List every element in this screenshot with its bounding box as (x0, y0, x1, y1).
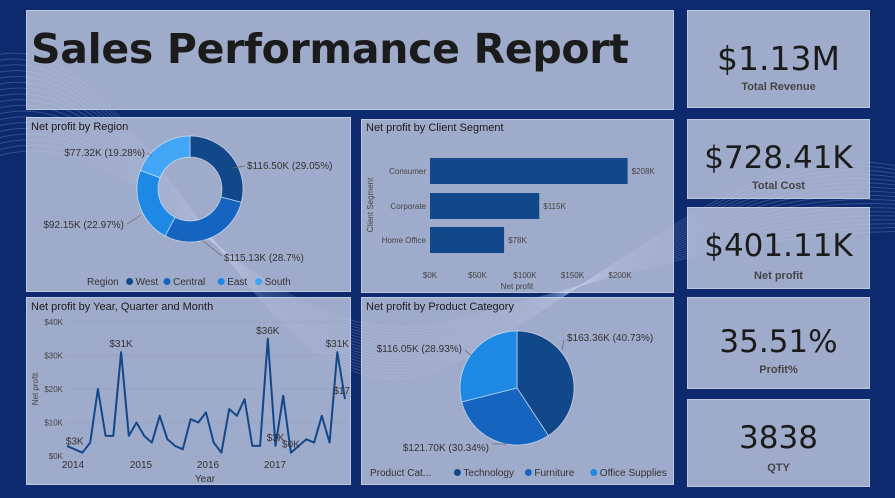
timeline-line-chart: $0K $10K $20K $30K $40K 2014 2015 2016 2017 Year N… (31, 318, 351, 485)
kpi-card-total-cost[interactable]: $728.41K Total Cost (687, 119, 870, 199)
category-label: Home Office (382, 236, 427, 245)
legend-marker (126, 278, 134, 285)
kpi-card-qty[interactable]: 3838 QTY (687, 399, 870, 487)
category-label: Consumer (389, 167, 426, 176)
segment-bar (430, 193, 540, 219)
x-tick-label: 2015 (130, 460, 153, 471)
region-donut-chart: $116.50K (29.05%) $115.13K (28.7%) $92.15K… (43, 135, 332, 288)
legend-item-west: West (136, 277, 159, 288)
line-data-label: $31K (326, 339, 350, 350)
kpi-value: 3838 (739, 420, 818, 456)
x-tick-label: $200K (608, 271, 632, 280)
slice-leader-line (232, 165, 246, 169)
kpi-label: Total Revenue (741, 81, 816, 93)
legend-marker (255, 278, 263, 285)
timeline-chart-panel[interactable]: Net profit by Year, Quarter and Month $0… (26, 297, 351, 485)
bar-data-label: $78K (508, 236, 527, 245)
chart-title: Net profit by Product Category (366, 301, 514, 313)
legend-title: Region (87, 277, 119, 288)
line-data-label: $17K (333, 386, 351, 397)
segment-bar-chart: Consumer $208K Corporate $115K Home Office $7… (366, 158, 656, 291)
y-tick-label: $10K (44, 419, 63, 428)
kpi-label: Profit% (759, 364, 798, 376)
y-tick-label: $0K (49, 452, 64, 461)
slice-leader-line (561, 339, 565, 351)
slice-data-label: $163.36K (40.73%) (567, 333, 653, 344)
line-data-label: $36K (256, 326, 280, 337)
slice-leader-line (464, 349, 473, 357)
category-label: Corporate (390, 202, 426, 211)
kpi-label: Net profit (754, 270, 803, 282)
kpi-card-net-profit[interactable]: $401.11K Net profit (687, 207, 870, 289)
x-tick-label: $150K (561, 271, 585, 280)
region-chart-panel[interactable]: Net profit by Region $116.50K (29.05%) $1… (26, 117, 351, 292)
y-tick-label: $30K (44, 352, 63, 361)
kpi-card-profit-percent[interactable]: 35.51% Profit% (687, 297, 870, 389)
slice-leader-line (146, 152, 153, 157)
legend-item-south: South (265, 277, 291, 288)
net-profit-line (66, 337, 346, 454)
line-data-label: $3K (66, 436, 84, 447)
x-tick-label: 2014 (62, 460, 85, 471)
slice-data-label: $77.32K (19.28%) (64, 148, 145, 159)
x-tick-label: $0K (423, 271, 438, 280)
kpi-value: $728.41K (704, 140, 853, 176)
kpi-label: Total Cost (752, 180, 805, 192)
legend-item-central: Central (173, 277, 205, 288)
segment-chart-panel[interactable]: Net profit by Client Segment Consumer $20… (361, 119, 674, 293)
legend-item-technology: Technology (463, 468, 514, 479)
slice-leader-line (201, 239, 223, 257)
legend-title: Product Cat... (370, 468, 431, 479)
slice-data-label: $92.15K (22.97%) (43, 220, 124, 231)
legend-item-office-supplies: Office Supplies (600, 468, 667, 479)
legend-marker (524, 469, 532, 476)
line-data-label: $0K (282, 440, 300, 451)
x-tick-label: $100K (513, 271, 537, 280)
segment-bar (430, 227, 505, 253)
line-data-label: $3K (267, 433, 285, 444)
kpi-value: $1.13M (717, 39, 840, 78)
line-data-label: $31K (109, 339, 133, 350)
slice-leader-line (126, 214, 142, 225)
legend-marker (163, 278, 171, 285)
legend-marker (217, 278, 225, 285)
pie-slice-office-supplies (459, 330, 518, 403)
y-tick-label: $20K (44, 385, 63, 394)
pie-slice-south (139, 135, 191, 179)
slice-data-label: $121.70K (30.34%) (403, 443, 489, 454)
pie-slice-west (189, 135, 244, 203)
x-axis-label: Year (195, 474, 216, 485)
legend-marker (590, 469, 598, 476)
page-title: Sales Performance Report (31, 25, 629, 73)
y-tick-label: $40K (44, 318, 63, 327)
chart-title: Net profit by Client Segment (366, 122, 504, 134)
kpi-label: QTY (767, 462, 790, 474)
pie-slice-east (136, 169, 176, 237)
x-tick-label: 2016 (197, 460, 220, 471)
category-pie-chart: $163.36K (40.73%) $121.70K (30.34%) $116.0… (370, 330, 667, 479)
kpi-value: $401.11K (704, 228, 853, 264)
segment-bar (430, 158, 628, 184)
legend-item-east: East (227, 277, 247, 288)
bar-data-label: $115K (543, 202, 566, 211)
kpi-card-total-revenue[interactable]: $1.13M Total Revenue (687, 10, 870, 108)
x-tick-label: $50K (468, 271, 487, 280)
slice-data-label: $115.13K (28.7%) (224, 253, 304, 264)
slice-data-label: $116.50K (29.05%) (247, 161, 332, 172)
x-axis-label: Net profit (501, 282, 534, 291)
category-chart-panel[interactable]: Net profit by Product Category $163.36K … (361, 297, 674, 485)
y-axis-label: Client Segment (366, 177, 375, 232)
x-tick-label: 2017 (264, 460, 287, 471)
chart-title: Net profit by Region (31, 121, 129, 133)
slice-data-label: $116.05K (28.93%) (377, 344, 462, 355)
legend-marker (453, 469, 461, 476)
pie-slice-furniture (461, 387, 549, 446)
legend-item-furniture: Furniture (534, 468, 574, 479)
kpi-value: 35.51% (719, 324, 838, 360)
y-axis-label: Net profit (31, 372, 40, 405)
bar-data-label: $208K (632, 167, 656, 176)
pie-slice-central (164, 196, 242, 243)
chart-title: Net profit by Year, Quarter and Month (31, 301, 214, 313)
title-panel: Sales Performance Report (26, 10, 674, 110)
